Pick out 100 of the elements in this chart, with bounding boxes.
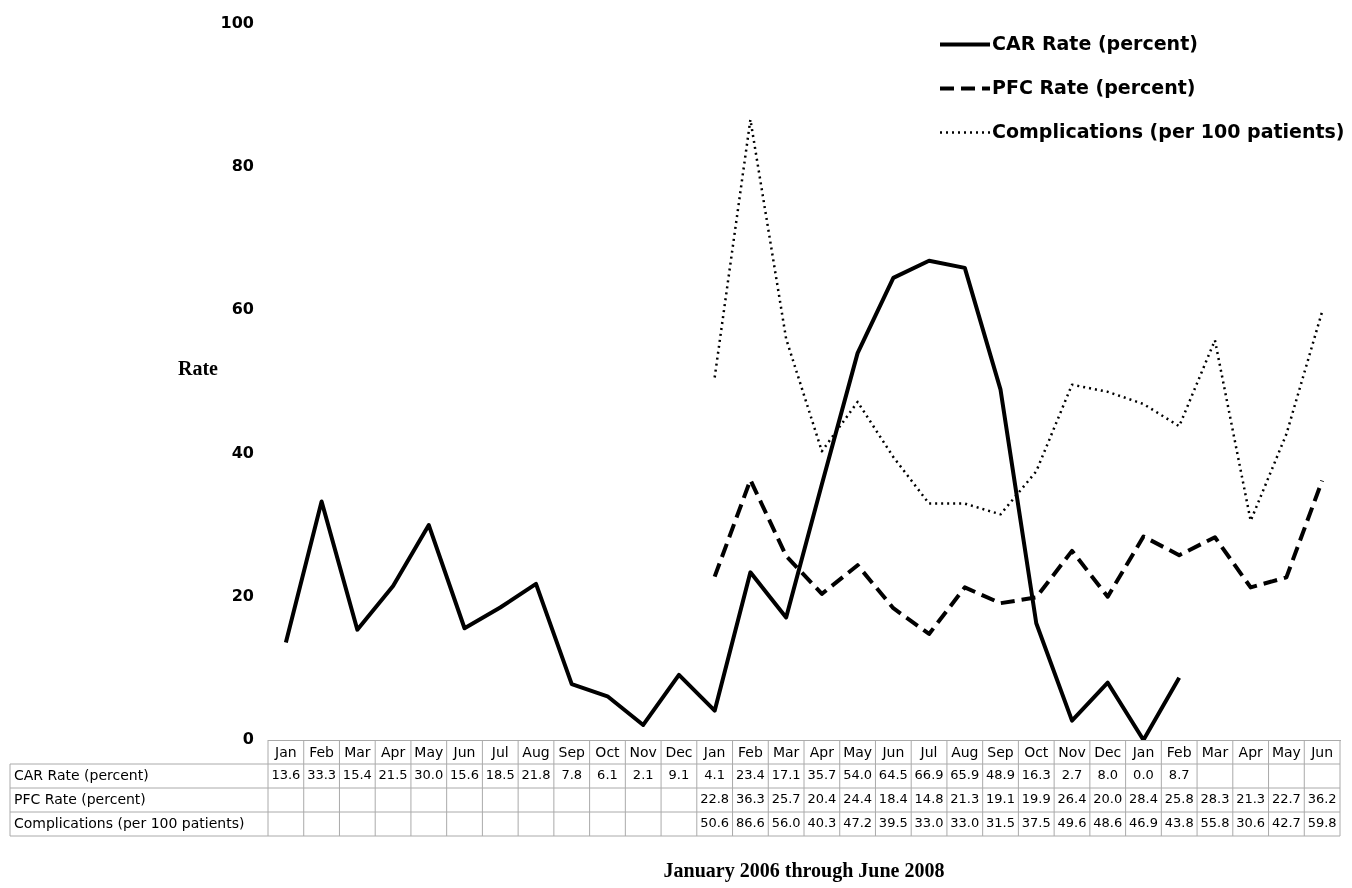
data-label: 26.4: [1057, 791, 1087, 807]
text: CAR Rate (percent): [14, 766, 149, 783]
data-label: 19.9: [1021, 791, 1051, 807]
y-axis-title: Rate: [178, 357, 219, 380]
data-label: 55.8: [1200, 815, 1230, 831]
data-label: 36.3: [735, 791, 765, 807]
x-tick-label: Jan: [1131, 744, 1155, 761]
data-label: 8.7: [1168, 767, 1190, 783]
data-label: 43.8: [1164, 815, 1194, 831]
x-tick-label: Aug: [951, 744, 979, 761]
x-tick-label: May: [1271, 744, 1301, 761]
data-label: 8.0: [1097, 767, 1119, 783]
data-label: 48.9: [986, 767, 1016, 783]
legend-label: PFC Rate (percent): [992, 75, 1196, 98]
data-label: 47.2: [843, 815, 873, 831]
x-tick-label: Jun: [1310, 744, 1334, 761]
data-label: 0.0: [1133, 767, 1154, 783]
data-label: 9.1: [668, 767, 690, 783]
y-tick-label: 100: [220, 12, 254, 32]
x-tick-label: Jul: [919, 744, 938, 761]
x-tick-label: Dec: [665, 744, 693, 761]
data-label: 28.3: [1200, 791, 1230, 807]
data-label: 16.3: [1021, 767, 1051, 783]
data-label: 17.1: [771, 767, 801, 783]
data-label: 21.8: [521, 767, 551, 783]
data-label: 19.1: [986, 791, 1016, 807]
data-label: 14.8: [914, 791, 944, 807]
x-tick-label: Nov: [1058, 744, 1086, 761]
x-tick-label: Apr: [809, 744, 835, 761]
y-tick-label: 60: [231, 299, 254, 319]
data-label: 56.0: [771, 815, 801, 831]
x-tick-label: Dec: [1094, 744, 1122, 761]
data-label: 42.7: [1271, 815, 1301, 831]
data-label: 33.0: [950, 815, 980, 831]
data-label: 28.4: [1128, 791, 1158, 807]
text: PFC Rate (percent): [14, 790, 146, 807]
legend-label: CAR Rate (percent): [992, 31, 1198, 54]
data-label: 13.6: [271, 767, 301, 783]
x-tick-label: Mar: [1201, 744, 1229, 761]
x-tick-label: Jan: [702, 744, 726, 761]
legend-label: Complications (per 100 patients): [992, 119, 1345, 142]
y-tick-label: 20: [231, 585, 254, 605]
x-tick-label: Jan: [274, 744, 297, 761]
data-label: 18.4: [878, 791, 908, 807]
data-label: 18.5: [485, 767, 515, 783]
data-label: 37.5: [1021, 815, 1051, 831]
x-tick-label: Oct: [1024, 744, 1049, 761]
x-tick-label: May: [414, 744, 444, 761]
x-tick-label: Jul: [490, 744, 509, 761]
x-tick-label: Feb: [738, 744, 763, 761]
data-label: 49.6: [1057, 815, 1087, 831]
x-tick-label: Oct: [595, 744, 621, 761]
data-label: 22.8: [700, 791, 730, 807]
data-label: 54.0: [843, 767, 873, 783]
data-label: 24.4: [843, 791, 873, 807]
x-tick-label: Feb: [1166, 744, 1192, 761]
data-label: 33.0: [914, 815, 944, 831]
x-tick-label: Jun: [881, 744, 905, 761]
data-label: 25.7: [771, 791, 801, 807]
y-tick-label: 80: [231, 156, 254, 176]
y-tick-label: 40: [231, 442, 254, 462]
data-label: 21.3: [1236, 791, 1266, 807]
data-label: 23.4: [735, 767, 765, 783]
data-label: 48.6: [1093, 815, 1123, 831]
x-tick-label: Jun: [452, 744, 476, 761]
x-tick-label: Sep: [558, 744, 586, 761]
x-tick-label: Feb: [309, 744, 335, 761]
data-label: 30.0: [414, 767, 444, 783]
data-label: 59.8: [1307, 815, 1337, 831]
data-label: 50.6: [700, 815, 730, 831]
data-label: 22.7: [1271, 791, 1301, 807]
data-label: 33.3: [307, 767, 337, 783]
data-label: 2.7: [1061, 767, 1083, 783]
data-label: 15.4: [342, 767, 372, 783]
x-tick-label: Mar: [344, 744, 371, 761]
x-tick-label: Nov: [629, 744, 657, 761]
x-tick-label: Mar: [772, 744, 800, 761]
x-tick-label: Apr: [380, 744, 406, 761]
x-tick-label: Apr: [1238, 744, 1264, 761]
data-label: 86.6: [735, 815, 765, 831]
data-label: 64.5: [878, 767, 908, 783]
x-tick-label: Aug: [522, 744, 550, 761]
data-label: 66.9: [914, 767, 944, 783]
data-label: 2.1: [632, 767, 654, 783]
data-label: 20.4: [807, 791, 837, 807]
data-label: 15.6: [450, 767, 480, 783]
data-label: 31.5: [986, 815, 1016, 831]
data-label: 40.3: [807, 815, 837, 831]
data-label: 21.5: [378, 767, 408, 783]
data-label: 25.8: [1164, 791, 1194, 807]
data-label: 4.1: [704, 767, 726, 783]
data-label: 6.1: [597, 767, 618, 783]
text: Complications (per 100 patients): [14, 814, 245, 831]
data-label: 20.0: [1093, 791, 1123, 807]
data-label: 36.2: [1307, 791, 1337, 807]
data-label: 46.9: [1128, 815, 1158, 831]
data-label: 65.9: [950, 767, 980, 783]
data-label: 39.5: [878, 815, 908, 831]
data-label: 35.7: [807, 767, 837, 783]
y-tick-label: 0: [242, 729, 254, 749]
